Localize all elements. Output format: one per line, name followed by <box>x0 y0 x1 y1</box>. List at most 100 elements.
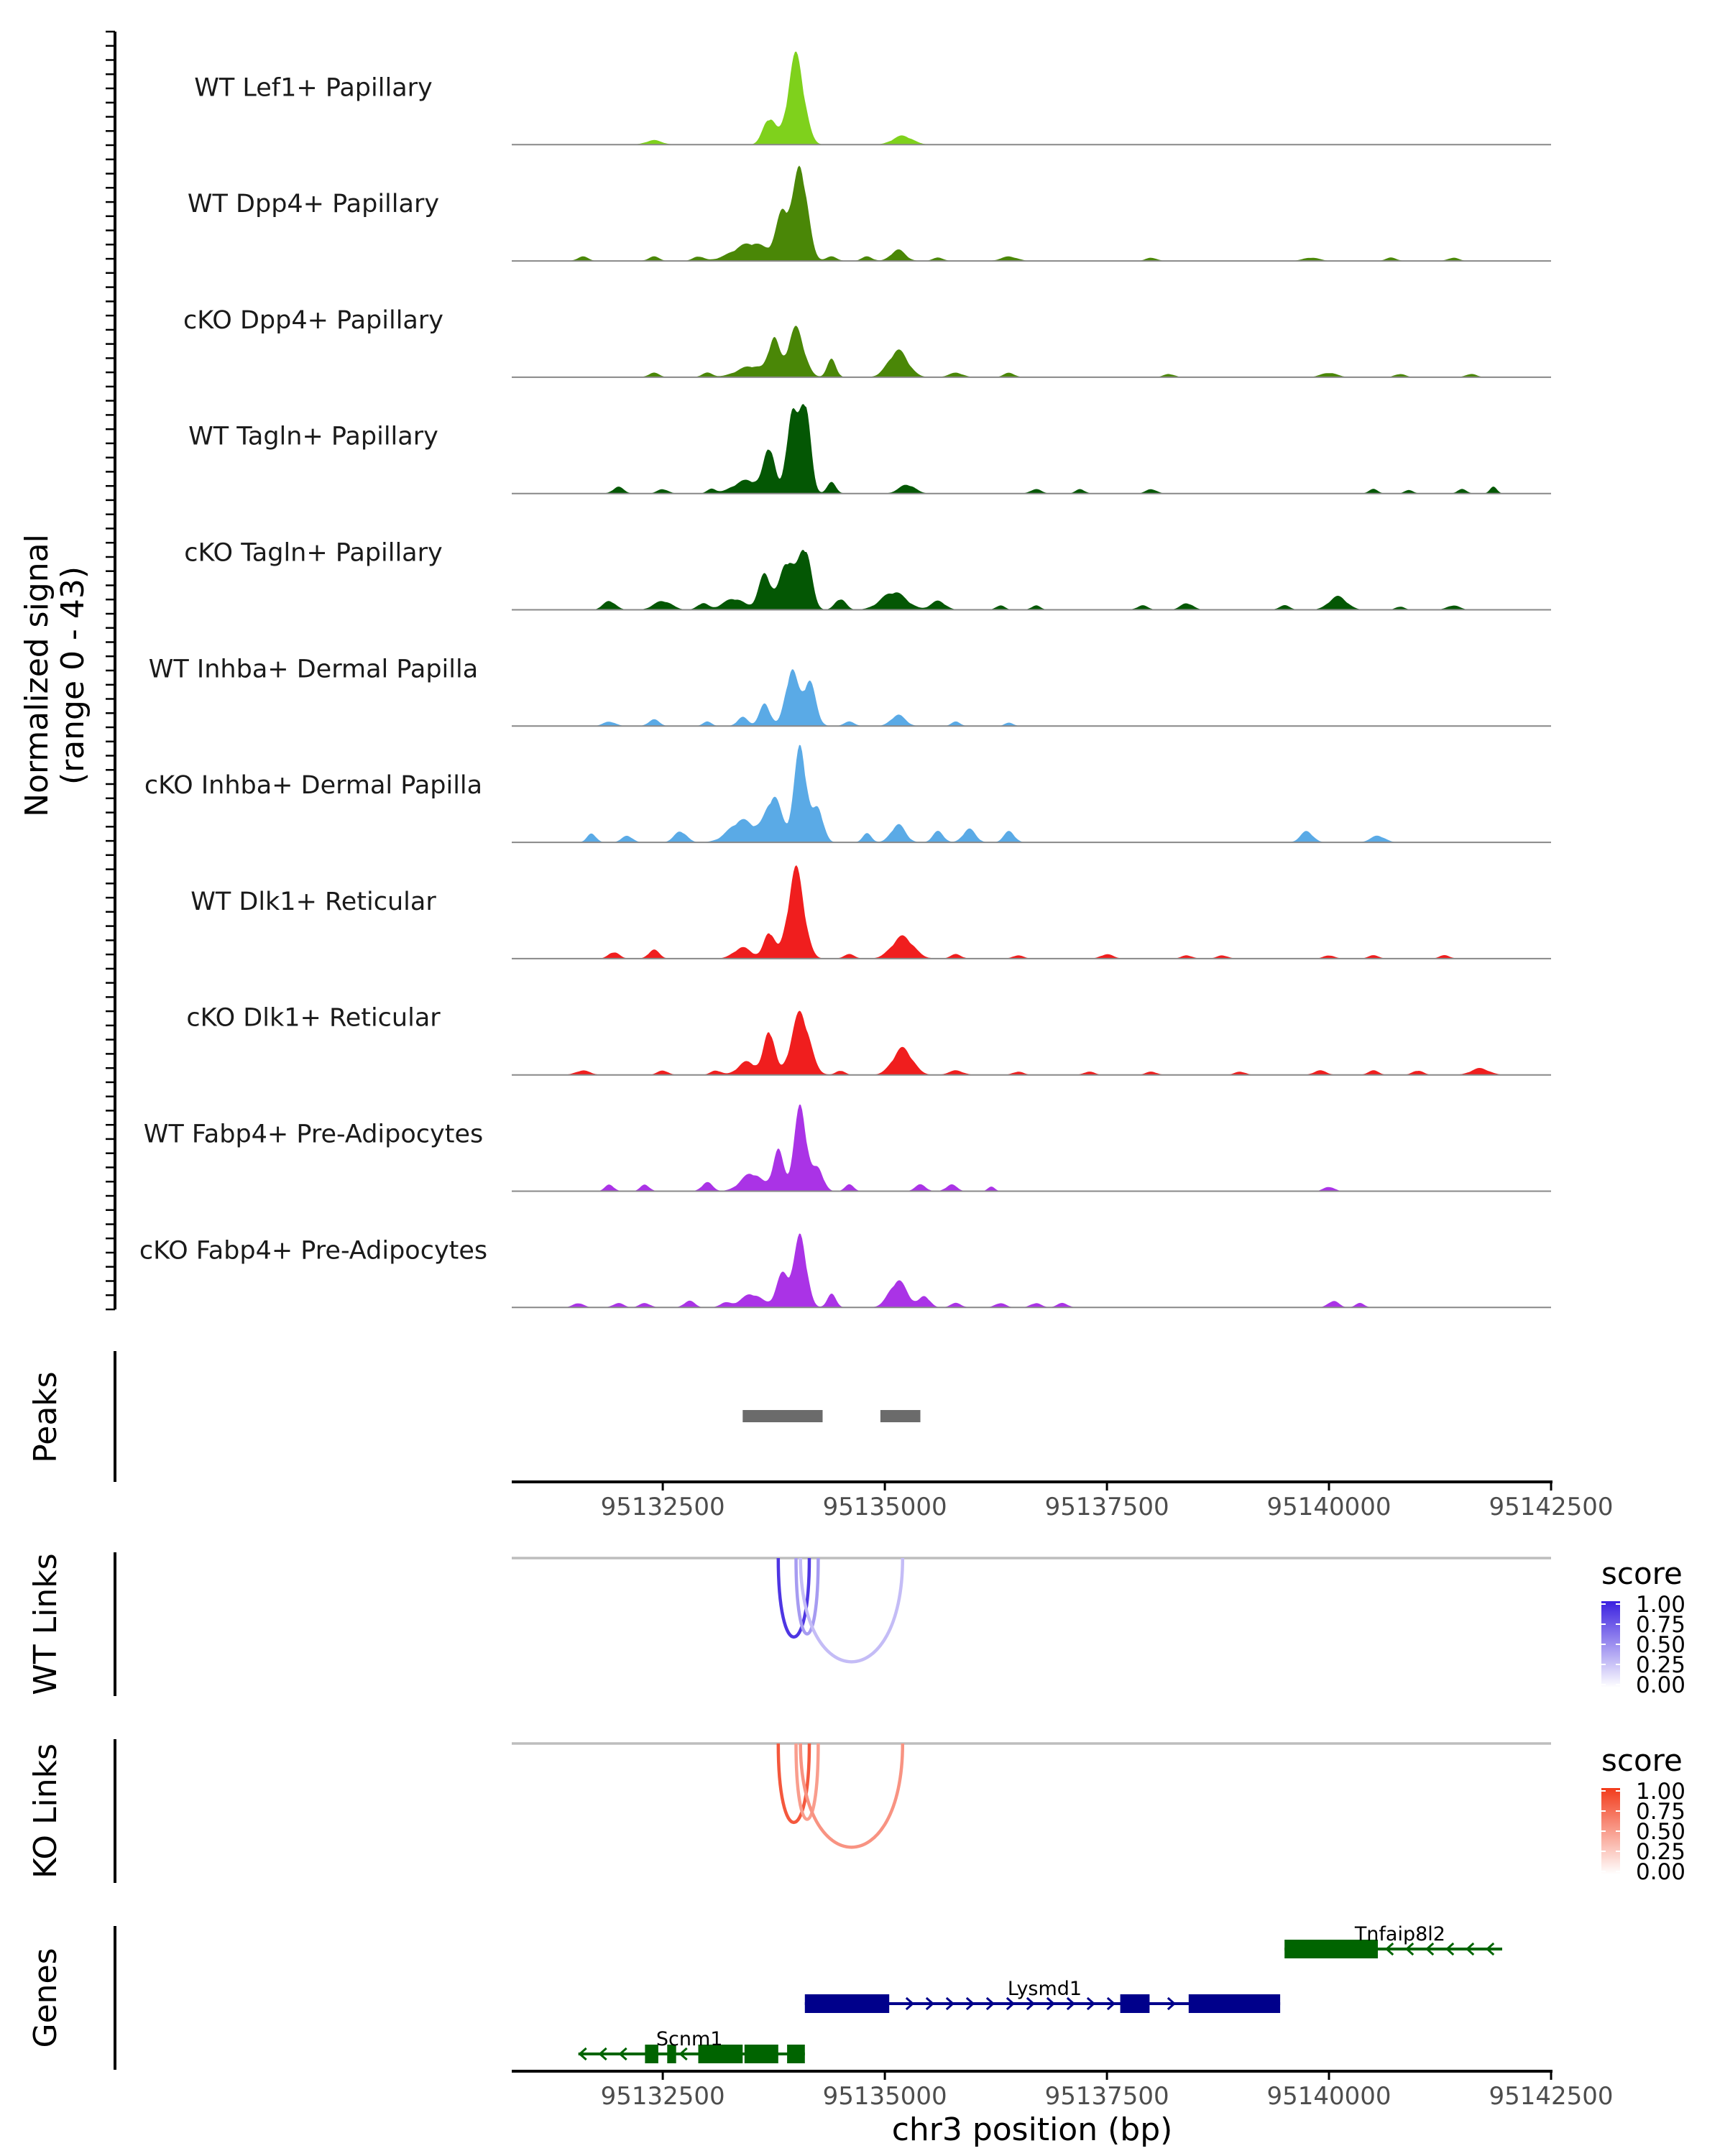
gene-exon <box>1284 1940 1378 1958</box>
coverage-track-label: WT Tagln+ Papillary <box>188 423 438 451</box>
link-arc <box>799 1557 905 1664</box>
x-axis-top: 95132500 95135000 95137500 95140000 95142500 <box>512 1480 1614 1521</box>
peak-region <box>880 1410 921 1422</box>
strand-arrow <box>598 2047 607 2061</box>
gene-exon <box>804 1994 890 2013</box>
peak-region <box>742 1410 823 1422</box>
coverage-track-label: cKO Dlk1+ Reticular <box>186 1004 441 1033</box>
coverage-track: cKO Inhba+ Dermal Papilla <box>144 745 1551 844</box>
coverage-signal-area <box>512 165 1551 262</box>
ko-legend-title: score <box>1601 1743 1683 1778</box>
x-axis-top-tick-label: 95132500 <box>601 1493 725 1521</box>
gene-exon <box>667 2045 676 2063</box>
strand-arrow <box>1167 1996 1177 2011</box>
x-axis-top-tick-label: 95140000 <box>1266 1493 1391 1521</box>
gene-exon <box>787 2045 805 2063</box>
coverage-signal-area <box>512 1010 1551 1075</box>
coverage-track: WT Dpp4+ Papillary <box>188 165 1551 262</box>
strand-arrow <box>1086 1996 1096 2011</box>
gene-lysmd1: Lysmd1 <box>804 1978 1281 2013</box>
link-arc <box>799 1743 905 1849</box>
wt-links-track-label: WT Links <box>27 1553 64 1695</box>
link-arc <box>794 1743 820 1821</box>
x-axis-bottom-tick-label: 95140000 <box>1266 2082 1391 2111</box>
coverage-tracks: WT Lef1+ Papillary WT Dpp4+ Papillary cKO … <box>139 51 1551 1309</box>
wt-links-arcs <box>512 1557 1551 1664</box>
coverage-track: WT Inhba+ Dermal Papilla <box>149 655 1551 727</box>
strand-arrow <box>925 1996 935 2011</box>
gene-exon <box>744 2045 778 2063</box>
x-axis-bottom: 95132500 95135000 95137500 95140000 95142500 <box>512 2070 1614 2111</box>
legend-tick-label: 1.00 <box>1636 1779 1685 1805</box>
x-axis-bottom-tick-label: 95142500 <box>1489 2082 1613 2111</box>
strand-arrow <box>1006 1996 1016 2011</box>
x-axis-bottom-tick-label: 95135000 <box>823 2082 947 2111</box>
gene-exon <box>1188 1994 1281 2013</box>
link-arc <box>794 1557 820 1636</box>
wt-links-legend: score 1.000.750.500.250.00 <box>1601 1556 1685 1698</box>
link-arc <box>776 1557 811 1639</box>
legend-tick-label: 0.50 <box>1636 1632 1685 1658</box>
coverage-signal-area <box>512 550 1551 610</box>
strand-arrow <box>1445 1942 1455 1956</box>
strand-arrow <box>985 1996 995 2011</box>
coverage-track: cKO Fabp4+ Pre-Adipocytes <box>139 1233 1551 1309</box>
coverage-signal-area <box>512 745 1551 843</box>
ko-links-arcs <box>512 1742 1551 1849</box>
x-axis-top-tick-label: 95137500 <box>1045 1493 1169 1521</box>
strand-arrow <box>1046 1996 1056 2011</box>
strand-arrow <box>618 2047 627 2061</box>
coverage-track-label: cKO Tagln+ Papillary <box>184 539 443 568</box>
coverage-track: WT Dlk1+ Reticular <box>190 865 1551 959</box>
strand-arrow <box>1485 1942 1495 1956</box>
strand-arrow <box>905 1996 915 2011</box>
strand-arrow <box>1026 1996 1036 2011</box>
strand-arrow <box>1106 1996 1116 2011</box>
legend-tick-label: 0.00 <box>1636 1859 1685 1885</box>
gene-exon <box>698 2045 743 2063</box>
legend-tick-label: 0.25 <box>1636 1652 1685 1678</box>
coverage-signal-area <box>512 865 1551 959</box>
coverage-signal-area <box>512 669 1551 727</box>
legend-tick-label: 0.00 <box>1636 1672 1685 1698</box>
coverage-signal-area <box>512 326 1551 377</box>
genes-track-label: Genes <box>27 1948 64 2047</box>
coverage-track-label: cKO Inhba+ Dermal Papilla <box>144 771 482 800</box>
strand-arrow <box>1465 1942 1475 1956</box>
coverage-track-label: cKO Dpp4+ Papillary <box>183 306 443 335</box>
legend-tick-label: 0.25 <box>1636 1839 1685 1865</box>
peak-regions <box>742 1410 921 1422</box>
coverage-track: cKO Dpp4+ Papillary <box>183 306 1551 378</box>
legend-tick-label: 0.50 <box>1636 1819 1685 1845</box>
strand-arrow <box>578 2047 587 2061</box>
coverage-ylabel-line1: Normalized signal <box>19 534 55 817</box>
coverage-track: cKO Tagln+ Papillary <box>184 539 1551 611</box>
coverage-track: cKO Dlk1+ Reticular <box>186 1004 1551 1076</box>
coverage-track-label: WT Dpp4+ Papillary <box>188 190 439 218</box>
gene-exon <box>645 2045 658 2063</box>
peaks-track-label: Peaks <box>27 1371 64 1462</box>
x-axis-title: chr3 position (bp) <box>892 2111 1173 2148</box>
coverage-track: WT Fabp4+ Pre-Adipocytes <box>144 1105 1551 1192</box>
coverage-signal-area <box>512 1233 1551 1308</box>
x-axis-bottom-tick-label: 95132500 <box>601 2082 725 2111</box>
strand-arrow <box>678 2047 688 2061</box>
coverage-track: WT Tagln+ Papillary <box>188 404 1551 494</box>
gene-tnfaip8l2: Tnfaip8l2 <box>1284 1923 1502 1958</box>
strand-arrow <box>1404 1942 1414 1956</box>
coverage-track-label: WT Fabp4+ Pre-Adipocytes <box>144 1120 483 1149</box>
x-axis-top-tick-label: 95135000 <box>823 1493 947 1521</box>
coverage-signal-area <box>512 51 1551 145</box>
x-axis-bottom-tick-label: 95137500 <box>1045 2082 1169 2111</box>
gene-exon <box>1120 1994 1150 2013</box>
coverage-track-label: WT Lef1+ Papillary <box>194 73 433 102</box>
wt-legend-title: score <box>1601 1556 1683 1591</box>
legend-tick-label: 0.75 <box>1636 1799 1685 1825</box>
coverage-track-label: cKO Fabp4+ Pre-Adipocytes <box>139 1236 487 1265</box>
gene-label: Lysmd1 <box>1008 1978 1082 2000</box>
coverage-track-label: WT Inhba+ Dermal Papilla <box>149 655 478 683</box>
ko-links-track-label: KO Links <box>27 1743 64 1879</box>
coverage-track-label: WT Dlk1+ Reticular <box>190 888 436 916</box>
link-arc <box>776 1743 811 1824</box>
